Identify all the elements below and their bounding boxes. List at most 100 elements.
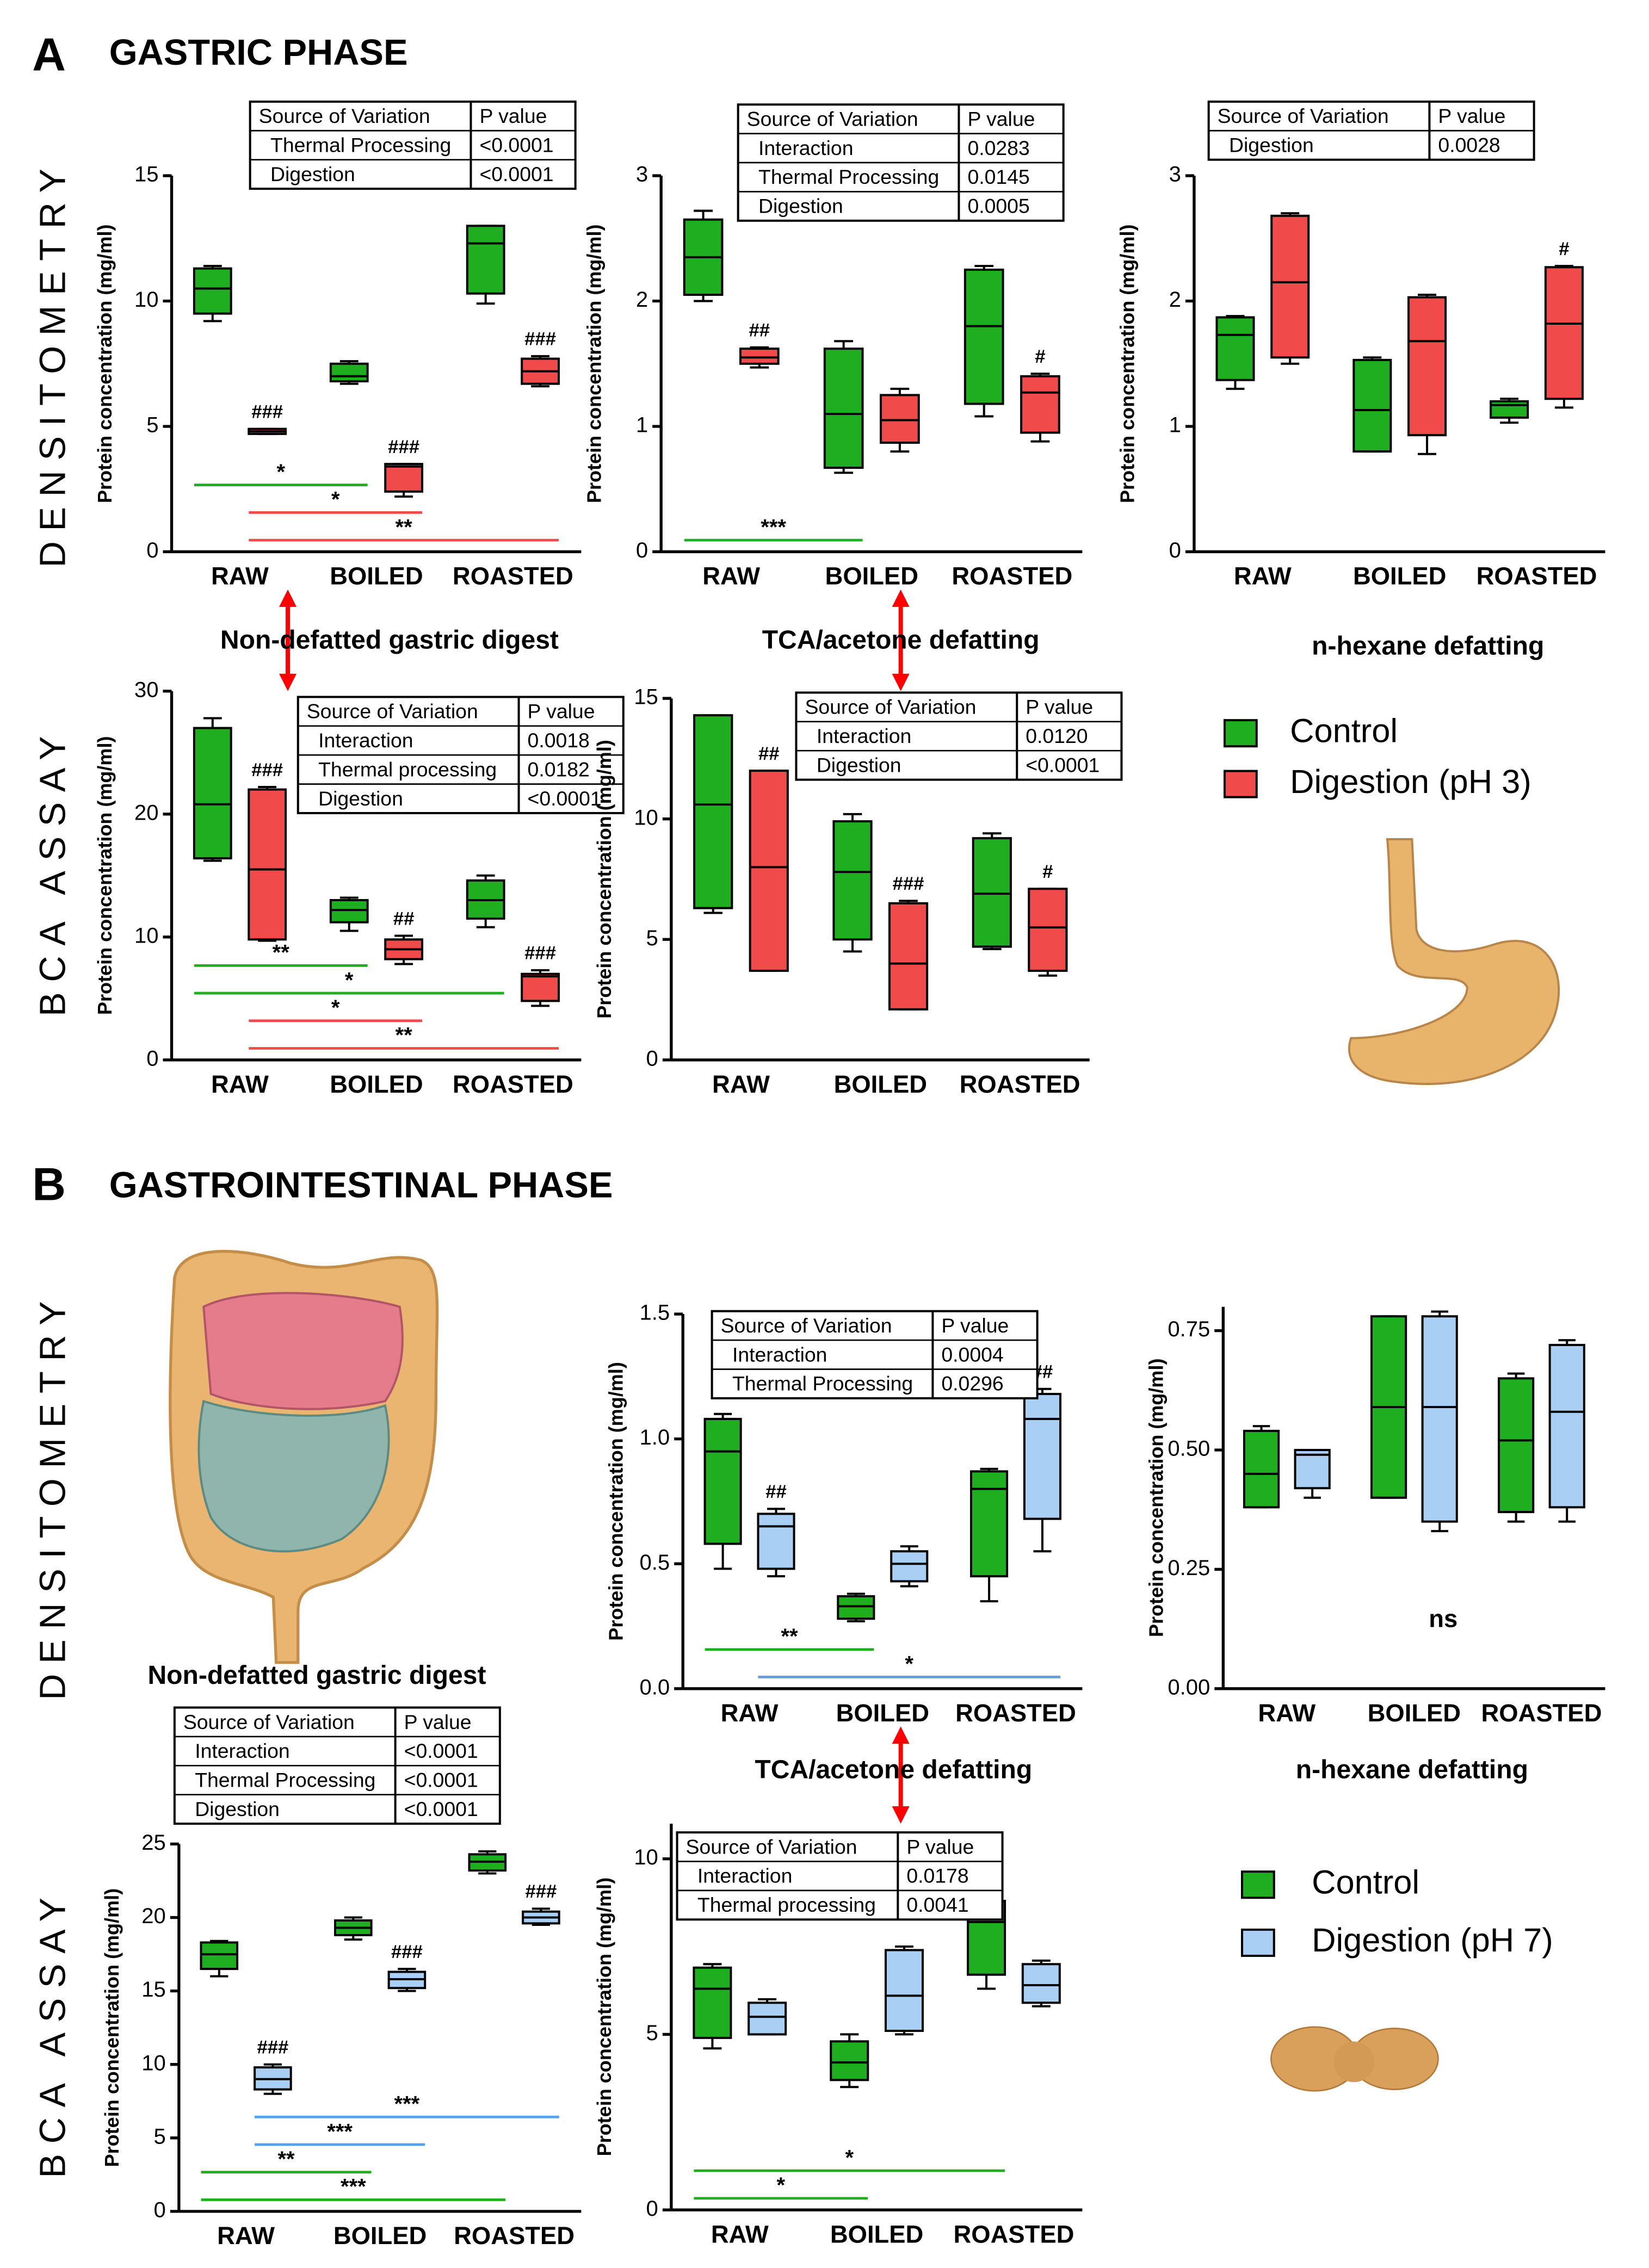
section-title: GASTRIC PHASE xyxy=(109,33,408,73)
y-tick-label: 10 xyxy=(134,924,159,947)
comparison-stars: *** xyxy=(341,2175,366,2199)
y-tick-label: 1 xyxy=(1169,413,1181,437)
y-axis-title: Protein concentration (mg/ml) xyxy=(593,740,615,1018)
table-cell: Interaction xyxy=(195,1739,289,1762)
column-caption: n-hexane defatting xyxy=(1312,631,1544,660)
box xyxy=(1548,1343,1585,1509)
box xyxy=(193,267,232,315)
significance-label: ### xyxy=(524,329,556,350)
comparison-stars: ** xyxy=(273,941,290,965)
x-tick-label: BOILED xyxy=(830,2220,923,2248)
table-cell: 0.0041 xyxy=(906,1893,968,1916)
y-tick-label: 2 xyxy=(636,288,648,312)
table-cell: Digestion xyxy=(270,163,355,185)
y-tick-label: 0.25 xyxy=(1168,1556,1210,1580)
table-cell: P value xyxy=(479,104,547,127)
x-tick-label: BOILED xyxy=(333,2222,427,2250)
y-tick-label: 1 xyxy=(636,413,648,437)
box xyxy=(972,837,1012,948)
table-cell: P value xyxy=(967,107,1035,130)
box xyxy=(248,788,287,941)
box xyxy=(1490,400,1529,419)
x-tick-label: RAW xyxy=(711,2220,769,2248)
box xyxy=(521,972,560,1002)
box xyxy=(1021,1963,1061,2004)
y-tick-label: 5 xyxy=(646,926,658,950)
comparison-stars: ** xyxy=(781,1625,798,1649)
table-cell: Interaction xyxy=(758,137,853,159)
y-tick-label: 0.00 xyxy=(1168,1675,1210,1699)
table-cell: 0.0120 xyxy=(1026,724,1088,747)
box xyxy=(693,714,733,909)
column-caption: Non-defatted gastric digest xyxy=(220,626,559,655)
significance-label: # xyxy=(1559,239,1569,259)
box xyxy=(832,820,873,941)
table-cell: <0.0001 xyxy=(1026,753,1100,776)
box xyxy=(837,1595,875,1620)
box xyxy=(1023,1392,1061,1520)
table-cell: Source of Variation xyxy=(686,1835,857,1858)
box xyxy=(830,2040,869,2081)
x-tick-label: BOILED xyxy=(1368,1699,1461,1727)
table-cell: Interaction xyxy=(817,724,911,747)
comparison-stars: *** xyxy=(761,515,786,539)
legend-swatch xyxy=(1223,719,1258,748)
y-tick-label: 0 xyxy=(146,538,158,562)
panel-label: A xyxy=(32,29,66,80)
row-label: BCA ASSAY xyxy=(33,1887,73,2178)
y-tick-label: 0 xyxy=(646,2197,658,2221)
table-cell: Digestion xyxy=(318,787,403,810)
comparison-stars: ** xyxy=(396,1024,413,1048)
x-tick-label: ROASTED xyxy=(1477,562,1597,590)
table-cell: P value xyxy=(404,1711,472,1733)
y-tick-label: 5 xyxy=(646,2021,658,2045)
table-cell: 0.0283 xyxy=(967,137,1029,159)
box xyxy=(749,770,789,972)
significance-label: ## xyxy=(749,320,770,341)
row-label: BCA ASSAY xyxy=(33,726,73,1017)
table-cell: Source of Variation xyxy=(1218,104,1389,127)
table-cell: P value xyxy=(941,1314,1009,1337)
comparison-stars: ** xyxy=(277,2147,295,2171)
table-frame xyxy=(676,1831,1004,1921)
table-cell: Thermal Processing xyxy=(195,1769,375,1792)
significance-label: ## xyxy=(393,908,415,929)
legend-label: Digestion (pH 3) xyxy=(1290,763,1531,801)
y-tick-label: 10 xyxy=(141,2051,166,2075)
table-cell: Source of Variation xyxy=(183,1711,355,1733)
box xyxy=(329,362,369,383)
y-tick-label: 15 xyxy=(141,1978,166,2001)
stomach-illustration xyxy=(1348,838,1560,1086)
table-cell: <0.0001 xyxy=(404,1739,478,1762)
y-tick-label: 10 xyxy=(134,288,159,312)
legend-label: Control xyxy=(1312,1863,1419,1901)
box xyxy=(739,348,780,365)
box xyxy=(1294,1448,1331,1490)
box xyxy=(1270,214,1310,359)
significance-label: ### xyxy=(251,401,283,422)
box xyxy=(884,1949,924,2032)
table-cell: Interaction xyxy=(318,729,413,752)
box xyxy=(890,1550,929,1583)
y-tick-label: 1.0 xyxy=(640,1426,670,1449)
box xyxy=(384,463,423,493)
y-tick-label: 10 xyxy=(634,805,658,829)
table-cell: Source of Variation xyxy=(721,1314,892,1337)
x-tick-label: RAW xyxy=(712,1070,770,1098)
column-caption: Non-defatted gastric digest xyxy=(147,1661,486,1690)
y-tick-label: 3 xyxy=(1169,163,1181,187)
table-cell: Interaction xyxy=(697,1864,792,1887)
table-cell: 0.0028 xyxy=(1438,134,1500,157)
box xyxy=(329,899,369,924)
legend-swatch xyxy=(1223,770,1258,798)
x-tick-label: BOILED xyxy=(836,1699,929,1727)
y-tick-label: 0.0 xyxy=(640,1675,670,1699)
y-axis-title: Protein concentration (mg/ml) xyxy=(583,225,606,503)
column-caption: n-hexane defatting xyxy=(1296,1756,1528,1784)
legend-label: Control xyxy=(1290,712,1398,749)
x-tick-label: RAW xyxy=(217,2222,275,2250)
comparison-stars: *** xyxy=(394,2092,420,2116)
box xyxy=(200,1941,239,1970)
